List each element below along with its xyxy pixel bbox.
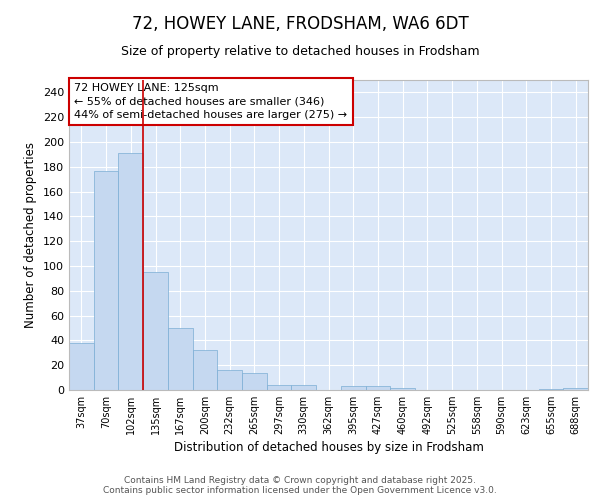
Text: 72, HOWEY LANE, FRODSHAM, WA6 6DT: 72, HOWEY LANE, FRODSHAM, WA6 6DT — [131, 15, 469, 33]
Bar — [242, 372, 267, 390]
Bar — [390, 388, 415, 390]
Bar — [563, 388, 588, 390]
Bar — [69, 343, 94, 390]
Text: Size of property relative to detached houses in Frodsham: Size of property relative to detached ho… — [121, 45, 479, 58]
Bar — [341, 386, 365, 390]
X-axis label: Distribution of detached houses by size in Frodsham: Distribution of detached houses by size … — [173, 442, 484, 454]
Y-axis label: Number of detached properties: Number of detached properties — [25, 142, 37, 328]
Bar — [365, 386, 390, 390]
Bar — [539, 389, 563, 390]
Text: 72 HOWEY LANE: 125sqm
← 55% of detached houses are smaller (346)
44% of semi-det: 72 HOWEY LANE: 125sqm ← 55% of detached … — [74, 83, 347, 120]
Bar — [193, 350, 217, 390]
Bar — [267, 385, 292, 390]
Bar — [94, 170, 118, 390]
Bar — [217, 370, 242, 390]
Bar — [143, 272, 168, 390]
Bar — [168, 328, 193, 390]
Bar — [118, 153, 143, 390]
Bar — [292, 385, 316, 390]
Text: Contains HM Land Registry data © Crown copyright and database right 2025.
Contai: Contains HM Land Registry data © Crown c… — [103, 476, 497, 495]
